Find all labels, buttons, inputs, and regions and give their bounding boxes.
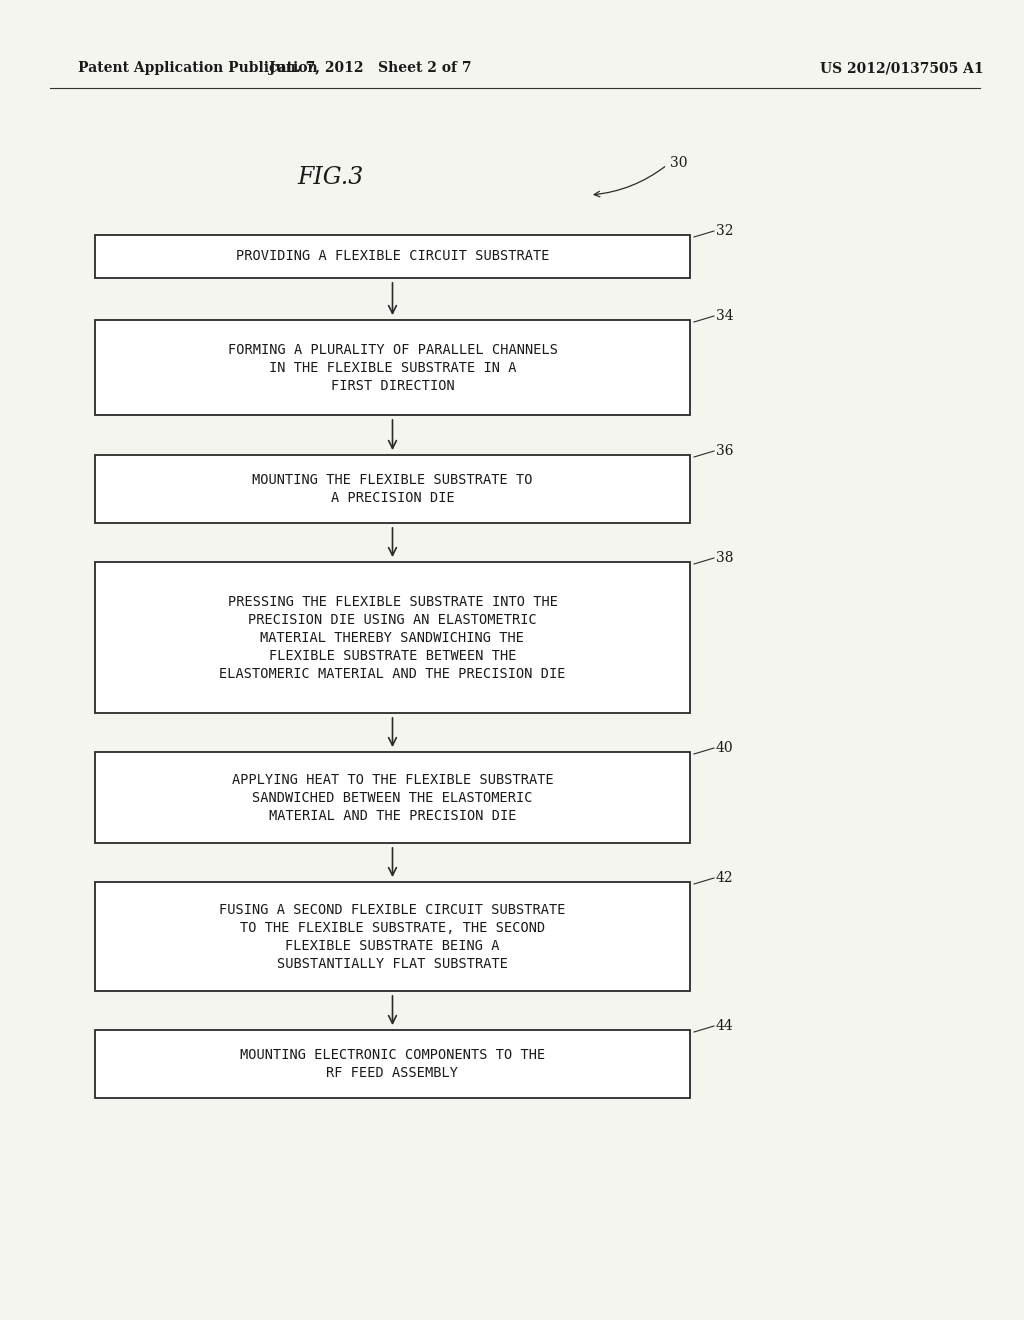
Bar <box>95 882 690 991</box>
Text: SUBSTANTIALLY FLAT SUBSTRATE: SUBSTANTIALLY FLAT SUBSTRATE <box>278 957 508 970</box>
Text: APPLYING HEAT TO THE FLEXIBLE SUBSTRATE: APPLYING HEAT TO THE FLEXIBLE SUBSTRATE <box>231 772 553 787</box>
Text: PRESSING THE FLEXIBLE SUBSTRATE INTO THE: PRESSING THE FLEXIBLE SUBSTRATE INTO THE <box>227 594 557 609</box>
Text: 38: 38 <box>716 550 733 565</box>
Text: FLEXIBLE SUBSTRATE BEING A: FLEXIBLE SUBSTRATE BEING A <box>286 939 500 953</box>
Text: 36: 36 <box>716 444 733 458</box>
Text: MATERIAL AND THE PRECISION DIE: MATERIAL AND THE PRECISION DIE <box>268 808 516 822</box>
Text: PROVIDING A FLEXIBLE CIRCUIT SUBSTRATE: PROVIDING A FLEXIBLE CIRCUIT SUBSTRATE <box>236 249 549 264</box>
Text: MOUNTING ELECTRONIC COMPONENTS TO THE: MOUNTING ELECTRONIC COMPONENTS TO THE <box>240 1048 545 1063</box>
Bar <box>95 235 690 279</box>
Text: US 2012/0137505 A1: US 2012/0137505 A1 <box>820 61 984 75</box>
Text: 44: 44 <box>716 1019 734 1034</box>
Text: FIG.3: FIG.3 <box>297 166 364 190</box>
Text: RF FEED ASSEMBLY: RF FEED ASSEMBLY <box>327 1067 459 1080</box>
Text: 32: 32 <box>716 224 733 238</box>
Text: TO THE FLEXIBLE SUBSTRATE, THE SECOND: TO THE FLEXIBLE SUBSTRATE, THE SECOND <box>240 920 545 935</box>
Text: 34: 34 <box>716 309 733 323</box>
Text: 42: 42 <box>716 871 733 884</box>
Text: ELASTOMERIC MATERIAL AND THE PRECISION DIE: ELASTOMERIC MATERIAL AND THE PRECISION D… <box>219 667 565 681</box>
Text: MATERIAL THEREBY SANDWICHING THE: MATERIAL THEREBY SANDWICHING THE <box>260 631 524 644</box>
Text: SANDWICHED BETWEEN THE ELASTOMERIC: SANDWICHED BETWEEN THE ELASTOMERIC <box>252 791 532 804</box>
Text: A PRECISION DIE: A PRECISION DIE <box>331 491 455 506</box>
Bar <box>95 319 690 414</box>
Bar <box>95 752 690 843</box>
Text: 40: 40 <box>716 741 733 755</box>
Text: Jun. 7, 2012   Sheet 2 of 7: Jun. 7, 2012 Sheet 2 of 7 <box>268 61 471 75</box>
Text: FORMING A PLURALITY OF PARALLEL CHANNELS: FORMING A PLURALITY OF PARALLEL CHANNELS <box>227 342 557 356</box>
Text: FIRST DIRECTION: FIRST DIRECTION <box>331 379 455 392</box>
Text: FUSING A SECOND FLEXIBLE CIRCUIT SUBSTRATE: FUSING A SECOND FLEXIBLE CIRCUIT SUBSTRA… <box>219 903 565 916</box>
Text: IN THE FLEXIBLE SUBSTRATE IN A: IN THE FLEXIBLE SUBSTRATE IN A <box>268 360 516 375</box>
Text: MOUNTING THE FLEXIBLE SUBSTRATE TO: MOUNTING THE FLEXIBLE SUBSTRATE TO <box>252 473 532 487</box>
Text: PRECISION DIE USING AN ELASTOMETRIC: PRECISION DIE USING AN ELASTOMETRIC <box>248 612 537 627</box>
Text: Patent Application Publication: Patent Application Publication <box>78 61 317 75</box>
Bar <box>95 562 690 713</box>
Bar <box>95 1030 690 1098</box>
Text: FLEXIBLE SUBSTRATE BETWEEN THE: FLEXIBLE SUBSTRATE BETWEEN THE <box>268 648 516 663</box>
Text: 30: 30 <box>670 156 687 170</box>
Bar <box>95 455 690 523</box>
